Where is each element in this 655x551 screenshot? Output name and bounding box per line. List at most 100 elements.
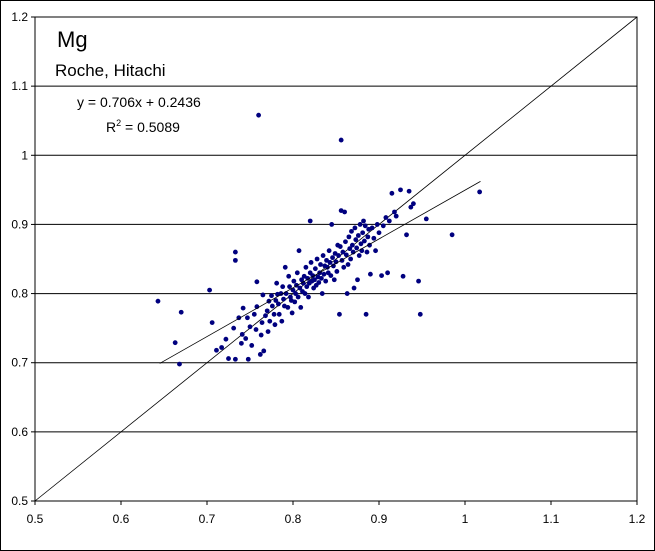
- data-point: [281, 296, 286, 302]
- data-point: [318, 262, 323, 267]
- data-point: [312, 266, 318, 272]
- data-point: [240, 305, 246, 311]
- chart-subtitle: Roche, Hitachi: [55, 61, 166, 80]
- data-point: [319, 291, 325, 296]
- data-point: [256, 112, 261, 118]
- data-point: [292, 299, 298, 305]
- data-point: [209, 320, 215, 326]
- data-point: [364, 249, 370, 255]
- data-point: [269, 303, 275, 309]
- data-point: [379, 273, 384, 278]
- data-point: [258, 332, 264, 338]
- data-point: [293, 291, 298, 296]
- data-point: [328, 273, 334, 278]
- data-point: [355, 277, 360, 283]
- data-point: [207, 287, 212, 293]
- data-point: [269, 293, 274, 299]
- data-point: [383, 215, 389, 220]
- y-tick-label: 0.7: [11, 356, 28, 370]
- data-point: [245, 356, 251, 362]
- data-point: [423, 216, 429, 222]
- data-point: [274, 280, 280, 286]
- data-point: [264, 308, 270, 314]
- data-point: [324, 257, 329, 263]
- y-tick-label: 1.2: [11, 10, 28, 24]
- data-point: [373, 248, 378, 254]
- data-point: [155, 298, 161, 304]
- gridlines: [35, 85, 637, 433]
- y-tick-label: 1: [21, 148, 28, 162]
- x-tick-label: 0.9: [371, 512, 388, 526]
- data-point: [343, 252, 349, 258]
- y-tick-label: 0.8: [11, 287, 28, 301]
- data-point: [376, 230, 382, 236]
- data-point: [352, 225, 358, 231]
- data-point: [374, 222, 380, 227]
- data-point: [386, 218, 392, 224]
- data-point: [334, 269, 340, 274]
- data-point: [232, 249, 238, 255]
- data-point: [301, 273, 307, 279]
- data-point: [177, 361, 182, 367]
- r-squared-label: R2 = 0.5089: [106, 118, 180, 135]
- data-point: [282, 264, 288, 270]
- data-point: [261, 348, 267, 354]
- x-tick-label: 0.8: [285, 512, 302, 526]
- data-point: [279, 318, 285, 324]
- data-point: [304, 284, 310, 290]
- data-point: [341, 264, 347, 270]
- data-point: [291, 278, 297, 284]
- data-point: [305, 275, 311, 281]
- data-point: [361, 218, 366, 224]
- data-point: [416, 278, 421, 284]
- data-point: [272, 322, 278, 328]
- data-point: [267, 318, 273, 324]
- data-point: [257, 352, 263, 357]
- data-point: [349, 228, 354, 234]
- x-tick-label: 1.2: [629, 512, 646, 526]
- data-point: [239, 340, 244, 346]
- data-point: [389, 190, 395, 196]
- x-tick-label: 1.1: [543, 512, 560, 526]
- data-point: [329, 222, 335, 227]
- data-point: [254, 279, 260, 285]
- data-point: [276, 311, 282, 317]
- data-point: [385, 270, 390, 276]
- data-point: [360, 230, 366, 236]
- data-point: [337, 244, 343, 249]
- data-point: [400, 273, 406, 279]
- data-point: [294, 270, 300, 276]
- data-point: [368, 271, 373, 277]
- data-point: [232, 257, 238, 263]
- data-point: [408, 204, 414, 210]
- r-squared-value: = 0.5089: [121, 119, 180, 135]
- data-point: [243, 336, 249, 341]
- data-point: [239, 331, 245, 337]
- data-point: [365, 234, 371, 240]
- data-point: [320, 253, 326, 258]
- data-point: [302, 291, 308, 296]
- data-point: [357, 222, 363, 227]
- data-point: [356, 253, 362, 258]
- x-tick-label: 1: [462, 512, 469, 526]
- data-point: [361, 238, 367, 244]
- data-point: [172, 340, 178, 346]
- data-point: [263, 313, 268, 319]
- trend-line: [159, 180, 481, 364]
- data-point: [232, 356, 238, 362]
- data-point: [346, 234, 352, 240]
- data-point: [289, 310, 295, 316]
- data-point: [406, 188, 412, 194]
- data-point: [308, 260, 314, 265]
- x-tick-label: 0.5: [27, 512, 44, 526]
- data-point: [353, 237, 359, 243]
- y-axis-ticks: 0.5 0.6 0.7 0.8 0.9 1 1.1 1.2: [11, 10, 35, 508]
- data-point: [348, 256, 354, 262]
- data-point: [297, 285, 303, 291]
- data-point: [290, 287, 296, 293]
- data-point: [404, 232, 409, 238]
- data-point: [295, 294, 301, 300]
- data-point: [303, 264, 309, 270]
- data-point: [345, 262, 351, 267]
- data-point: [338, 137, 344, 143]
